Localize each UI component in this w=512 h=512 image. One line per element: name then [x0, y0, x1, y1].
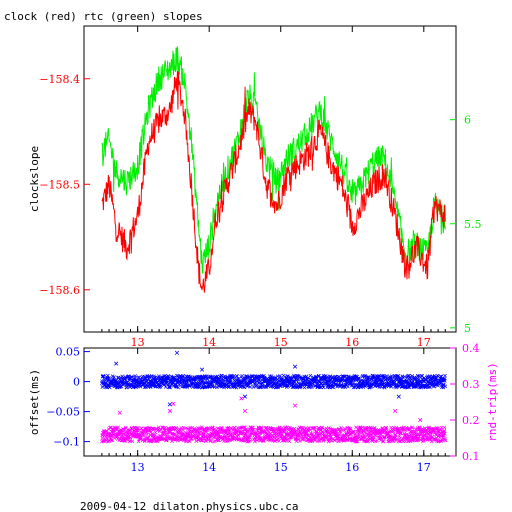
bottom-axes-group: 13 14 15 16 17 0.05 0 −0.05 −0.1 0.4 0.3 0.2 0.1: [46, 342, 479, 474]
top-y-axis-label: clockslope: [28, 146, 41, 212]
rnd-trip-outlier-point: [418, 417, 423, 423]
top-x-tick-label: 14: [202, 336, 216, 349]
clock-series-line: [101, 70, 446, 293]
rnd-trip-outlier-point: [171, 401, 176, 406]
top-y-tick-label: −158.6: [39, 284, 80, 297]
offset-series-points: [100, 350, 448, 407]
offset-outlier-point: [242, 394, 248, 399]
bottom-y2-tick-label: 0.4: [462, 342, 480, 355]
offset-outlier-point: [167, 402, 172, 407]
bottom-series-group: [100, 350, 448, 444]
offset-band-markers: [100, 373, 448, 390]
top-x-tick-label: 13: [131, 336, 145, 349]
rnd-trip-outlier-point: [167, 408, 172, 414]
bottom-y-tick-label: 0: [73, 376, 80, 389]
bottom-x-tick-label: 15: [274, 461, 288, 474]
bottom-x-tick-label: 16: [345, 461, 359, 474]
offset-outlier-point: [199, 367, 205, 372]
bottom-x-tick-label: 14: [202, 461, 216, 474]
top-x-tick-label: 15: [274, 336, 288, 349]
rnd-trip-outlier-point: [117, 410, 122, 415]
bottom-panel: 13 14 15 16 17 0.05 0 −0.05 −0.1 0.4 0.3 0.2 0.1 off…: [28, 342, 499, 474]
bottom-x-tick-label: 17: [417, 461, 431, 474]
footer-text: 2009-04-12 dilaton.physics.ubc.ca: [80, 500, 299, 512]
rnd-trip-series-points: [100, 396, 448, 444]
top-y2-tick-label: 5.5: [464, 218, 482, 231]
rtc-series-line: [101, 46, 446, 275]
top-y-tick-label: −158.5: [39, 178, 80, 191]
rnd-trip-outlier-point: [239, 396, 244, 401]
top-y2-tick-label: 6: [464, 114, 471, 127]
top-y-tick-label: −158.4: [39, 73, 80, 86]
top-y2-tick-label: 5: [464, 322, 471, 335]
offset-outlier-point: [292, 364, 298, 369]
bottom-y2-tick-label: 0.3: [462, 378, 480, 391]
bottom-y2-axis-label: rnd-trip(ms): [486, 362, 499, 441]
bottom-y-tick-label: −0.05: [46, 406, 80, 419]
rnd-trip-band-markers: [100, 425, 448, 444]
chart-title: clock (red) rtc (green) slopes: [4, 10, 203, 23]
offset-outlier-point: [174, 350, 180, 355]
bottom-y-tick-label: −0.1: [53, 436, 80, 449]
top-axes-group: 13 14 15 16 17 −158.4 −158.5 −158.6 6 5.5 5: [39, 26, 482, 349]
top-series-group: [101, 46, 446, 293]
rnd-trip-outlier-point: [292, 403, 298, 408]
bottom-y-axis-label: offset(ms): [28, 369, 41, 435]
top-x-tick-label: 17: [417, 336, 431, 349]
bottom-plot-frame: [83, 347, 457, 457]
bottom-y-tick-label: 0.05: [56, 346, 81, 359]
rnd-trip-outlier-point: [393, 408, 398, 414]
bottom-y2-tick-label: 0.2: [462, 414, 480, 427]
offset-outlier-point: [396, 394, 401, 399]
top-x-tick-label: 16: [345, 336, 359, 349]
bottom-x-tick-label: 13: [131, 461, 145, 474]
bottom-y2-tick-label: 0.1: [462, 450, 480, 463]
offset-outlier-point: [114, 361, 119, 366]
top-panel: 13 14 15 16 17 −158.4 −158.5 −158.6 6 5.5 5 clocks…: [28, 25, 482, 349]
top-plot-frame: [83, 25, 457, 333]
rnd-trip-outlier-point: [242, 408, 248, 414]
